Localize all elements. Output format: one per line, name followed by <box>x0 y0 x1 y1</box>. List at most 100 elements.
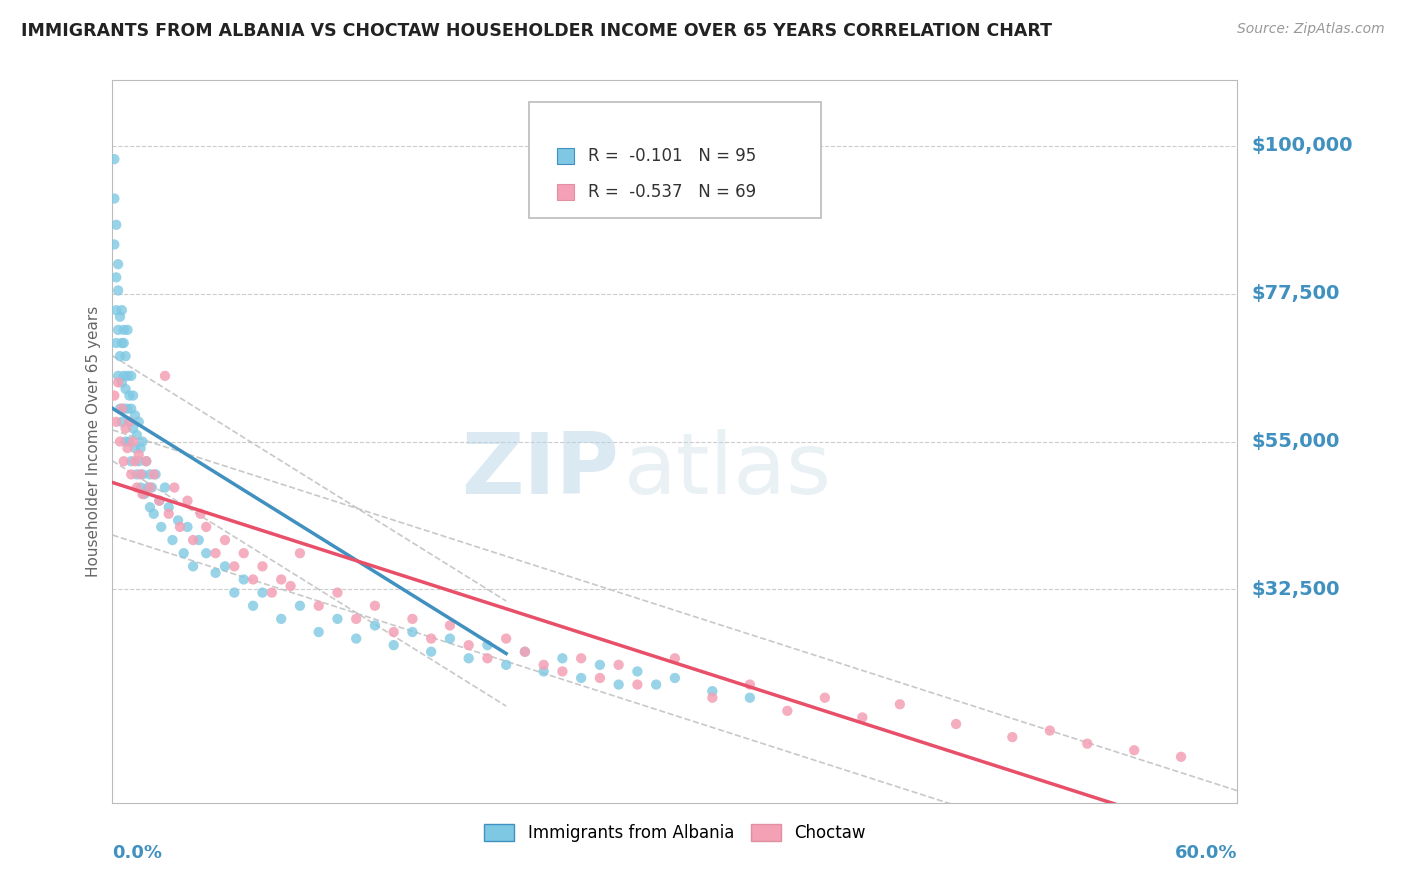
Point <box>513 645 536 659</box>
Point <box>108 349 131 363</box>
Point <box>439 618 461 632</box>
Point <box>122 421 145 435</box>
Point <box>176 520 198 534</box>
Point <box>117 401 139 416</box>
Point <box>148 493 170 508</box>
Point <box>118 388 141 402</box>
Text: $55,000: $55,000 <box>1251 432 1340 451</box>
Point <box>214 559 236 574</box>
Point <box>589 671 612 685</box>
Point <box>103 237 125 252</box>
Point <box>252 585 274 599</box>
Point <box>457 638 479 652</box>
Point <box>326 585 349 599</box>
Point <box>1076 737 1098 751</box>
Point <box>569 651 592 665</box>
Point <box>1001 730 1024 744</box>
Point <box>260 585 283 599</box>
Point <box>129 467 152 482</box>
Y-axis label: Householder Income Over 65 years: Householder Income Over 65 years <box>86 306 101 577</box>
Point <box>814 690 837 705</box>
Point <box>111 336 134 351</box>
Point <box>122 434 145 449</box>
Point <box>167 513 190 527</box>
Text: IMMIGRANTS FROM ALBANIA VS CHOCTAW HOUSEHOLDER INCOME OVER 65 YEARS CORRELATION : IMMIGRANTS FROM ALBANIA VS CHOCTAW HOUSE… <box>21 22 1052 40</box>
Point <box>851 710 873 724</box>
Point <box>112 323 135 337</box>
Point <box>105 415 128 429</box>
Point <box>477 638 499 652</box>
Point <box>131 487 153 501</box>
Point <box>702 684 724 698</box>
Point <box>173 546 195 560</box>
Point <box>551 651 574 665</box>
Point <box>142 507 165 521</box>
Point <box>181 559 204 574</box>
Point <box>124 454 146 468</box>
Point <box>122 388 145 402</box>
Text: ZIP: ZIP <box>461 429 619 512</box>
Point <box>232 546 254 560</box>
Point <box>242 599 264 613</box>
Point <box>128 454 150 468</box>
Point <box>107 284 129 298</box>
Point <box>645 677 668 691</box>
Point <box>108 434 131 449</box>
Point <box>114 349 136 363</box>
Point <box>114 382 136 396</box>
Point <box>163 481 186 495</box>
Point <box>131 467 153 482</box>
Point <box>626 677 648 691</box>
Point <box>136 481 159 495</box>
Point <box>420 632 443 646</box>
Point <box>114 421 136 435</box>
Point <box>326 612 349 626</box>
Text: R =  -0.101   N = 95: R = -0.101 N = 95 <box>588 147 756 165</box>
Point <box>141 481 163 495</box>
FancyBboxPatch shape <box>529 102 821 218</box>
Point <box>195 520 218 534</box>
Point <box>439 632 461 646</box>
Point <box>776 704 799 718</box>
Text: Source: ZipAtlas.com: Source: ZipAtlas.com <box>1237 22 1385 37</box>
Point <box>738 677 761 691</box>
Point <box>495 632 517 646</box>
Point <box>889 698 911 712</box>
Point <box>1170 749 1192 764</box>
Point <box>626 665 648 679</box>
Point <box>401 612 423 626</box>
Point <box>702 690 724 705</box>
Point <box>139 500 162 515</box>
Point <box>664 651 686 665</box>
Point <box>288 599 311 613</box>
Point <box>107 368 129 383</box>
Point <box>344 612 367 626</box>
Point <box>569 671 592 685</box>
Point <box>157 507 180 521</box>
Point <box>142 467 165 482</box>
Point <box>551 665 574 679</box>
Point <box>477 651 499 665</box>
Point <box>457 651 479 665</box>
Point <box>118 415 141 429</box>
Point <box>945 717 967 731</box>
Point <box>214 533 236 547</box>
Point <box>118 415 141 429</box>
Point <box>124 409 146 423</box>
Point <box>1123 743 1146 757</box>
Point <box>148 493 170 508</box>
Point <box>195 546 218 560</box>
Point <box>125 481 148 495</box>
Point <box>117 368 139 383</box>
Point <box>128 415 150 429</box>
Point <box>420 645 443 659</box>
Point <box>382 638 405 652</box>
Point <box>153 368 176 383</box>
Point <box>131 434 153 449</box>
FancyBboxPatch shape <box>557 185 574 200</box>
Text: $32,500: $32,500 <box>1251 580 1340 599</box>
Point <box>114 434 136 449</box>
Text: $100,000: $100,000 <box>1251 136 1353 155</box>
Point <box>135 454 157 468</box>
Point <box>108 401 131 416</box>
